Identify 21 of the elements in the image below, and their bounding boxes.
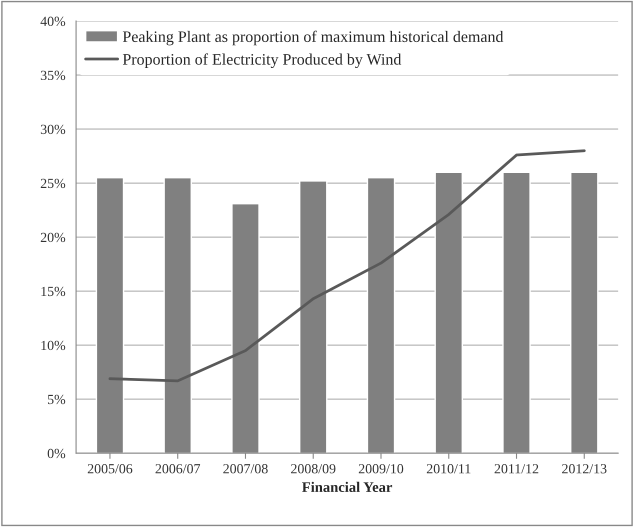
y-tick-label: 15% bbox=[41, 286, 66, 296]
legend-label: Peaking Plant as proportion of maximum historical demand bbox=[122, 30, 504, 46]
y-tick-label: 30% bbox=[40, 124, 66, 134]
y-tick-label: 10% bbox=[41, 340, 66, 350]
y-tick-label: 20% bbox=[40, 232, 66, 242]
y-tick-label: 0% bbox=[48, 448, 66, 458]
x-tick-label: 2006/07 bbox=[156, 464, 200, 474]
x-tick-label: 2005/06 bbox=[88, 464, 132, 474]
legend-label: Proportion of Electricity Produced by Wind bbox=[122, 53, 402, 68]
y-tick-label: 35% bbox=[40, 70, 66, 80]
x-tick-label: 2009/10 bbox=[358, 464, 404, 474]
y-tick-label: 40% bbox=[40, 16, 66, 26]
x-tick-label: 2011/12 bbox=[494, 464, 538, 474]
y-tick-label: 5% bbox=[48, 394, 66, 404]
y-tick-label: 25% bbox=[40, 178, 66, 188]
x-tick-label: 2008/09 bbox=[291, 464, 336, 474]
x-axis-title: Financial Year bbox=[302, 482, 392, 492]
x-tick-label: 2010/11 bbox=[426, 464, 470, 474]
x-tick-label: 2007/08 bbox=[223, 464, 268, 474]
x-tick-label: 2012/13 bbox=[562, 464, 606, 474]
line-series bbox=[108, 149, 586, 382]
